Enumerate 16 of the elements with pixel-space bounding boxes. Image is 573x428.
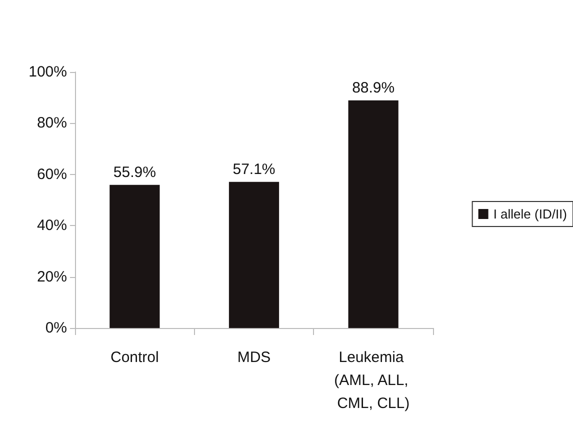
y-tick-label: 40% [36, 217, 67, 234]
x-tick-label: Leukemia (AML, ALL, CML, CLL) [334, 349, 413, 412]
bar [110, 184, 160, 328]
bar [228, 182, 280, 328]
data-label: 57.1% [232, 160, 276, 178]
y-tick-label: 80% [36, 114, 67, 132]
bar [348, 100, 398, 328]
y-tick-label: 0% [45, 320, 67, 336]
x-tick-label: Control [110, 349, 159, 366]
data-label: 55.9% [113, 164, 156, 181]
y-tick-label: 20% [36, 268, 67, 286]
y-tick-label: 60% [36, 166, 67, 183]
y-tick-label: 100% [28, 64, 67, 80]
legend-label: I allele (ID/II) [493, 206, 568, 222]
x-tick-label: MDS [237, 349, 271, 366]
data-label: 88.9% [352, 79, 395, 96]
